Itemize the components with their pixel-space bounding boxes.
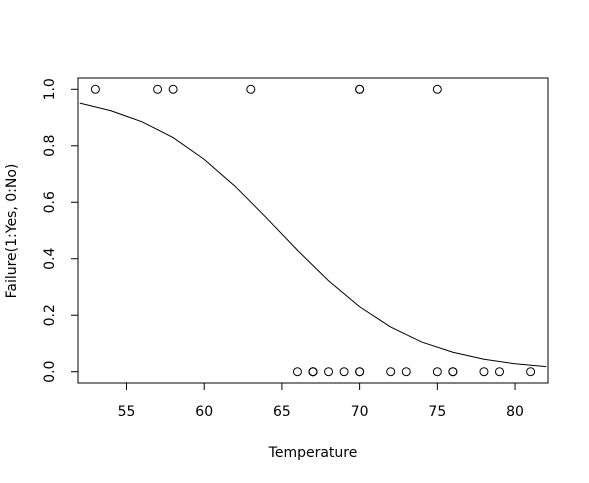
point (526, 367, 536, 377)
y-tick-label: 0.0 (42, 361, 58, 383)
x-tick-label: 75 (428, 404, 446, 420)
point (168, 84, 178, 94)
point (90, 84, 100, 94)
x-tick-label: 60 (195, 404, 213, 420)
point (355, 367, 365, 377)
point (324, 367, 334, 377)
y-tick-label: 1.0 (42, 78, 58, 100)
plot-box (77, 77, 549, 384)
point (448, 367, 458, 377)
point (432, 84, 442, 94)
point (153, 84, 163, 94)
point (479, 367, 489, 377)
point (386, 367, 396, 377)
y-tick-label: 0.6 (42, 191, 58, 213)
x-axis-label: Temperature (268, 445, 358, 461)
x-tick-label: 65 (273, 404, 291, 420)
point (432, 367, 442, 377)
point (308, 367, 318, 377)
y-tick-label: 0.2 (42, 304, 58, 326)
y-tick-label: 0.4 (42, 248, 58, 270)
point (292, 367, 302, 377)
point (495, 367, 505, 377)
point (401, 367, 411, 377)
x-tick-label: 70 (351, 404, 369, 420)
y-axis-label: Failure(1:Yes, 0:No) (4, 164, 20, 299)
point (355, 84, 365, 94)
x-tick-label: 55 (118, 404, 136, 420)
point (246, 84, 256, 94)
fitted-curve (79, 102, 547, 368)
x-tick-label: 80 (506, 404, 524, 420)
y-tick-label: 0.8 (42, 135, 58, 157)
point (339, 367, 349, 377)
